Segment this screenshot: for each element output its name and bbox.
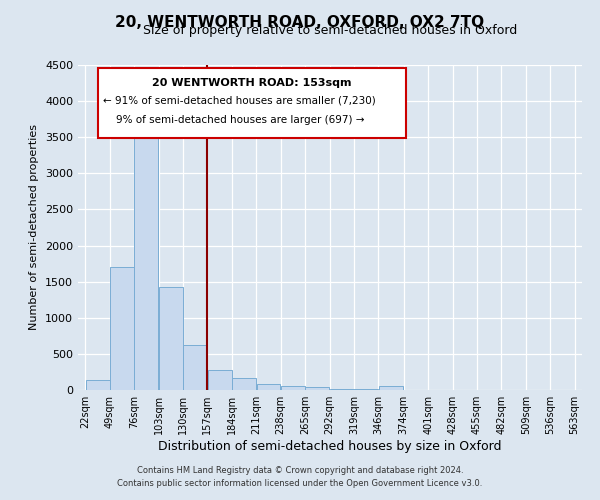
Bar (183, 344, 207, 390)
Y-axis label: Number of semi-detached properties: Number of semi-detached properties (29, 124, 40, 330)
Bar (208, 370, 232, 390)
X-axis label: Distribution of semi-detached houses by size in Oxford: Distribution of semi-detached houses by … (158, 440, 502, 453)
FancyBboxPatch shape (98, 68, 406, 138)
Bar (134, 137, 158, 390)
Text: 9% of semi-detached houses are larger (697) →: 9% of semi-detached houses are larger (6… (103, 116, 365, 126)
Bar (159, 286, 183, 390)
Text: Contains HM Land Registry data © Crown copyright and database right 2024.
Contai: Contains HM Land Registry data © Crown c… (118, 466, 482, 487)
Text: 20 WENTWORTH ROAD: 153sqm: 20 WENTWORTH ROAD: 153sqm (152, 78, 352, 88)
Title: Size of property relative to semi-detached houses in Oxford: Size of property relative to semi-detach… (143, 24, 517, 38)
Bar (330, 388, 354, 390)
Bar (379, 386, 403, 390)
Bar (232, 378, 256, 390)
Bar (257, 384, 280, 390)
Bar (305, 388, 329, 390)
Bar (110, 267, 134, 390)
Text: ← 91% of semi-detached houses are smaller (7,230): ← 91% of semi-detached houses are smalle… (103, 96, 376, 106)
Text: 20, WENTWORTH ROAD, OXFORD, OX2 7TQ: 20, WENTWORTH ROAD, OXFORD, OX2 7TQ (115, 15, 485, 30)
Bar (281, 386, 305, 390)
Bar (86, 380, 110, 390)
